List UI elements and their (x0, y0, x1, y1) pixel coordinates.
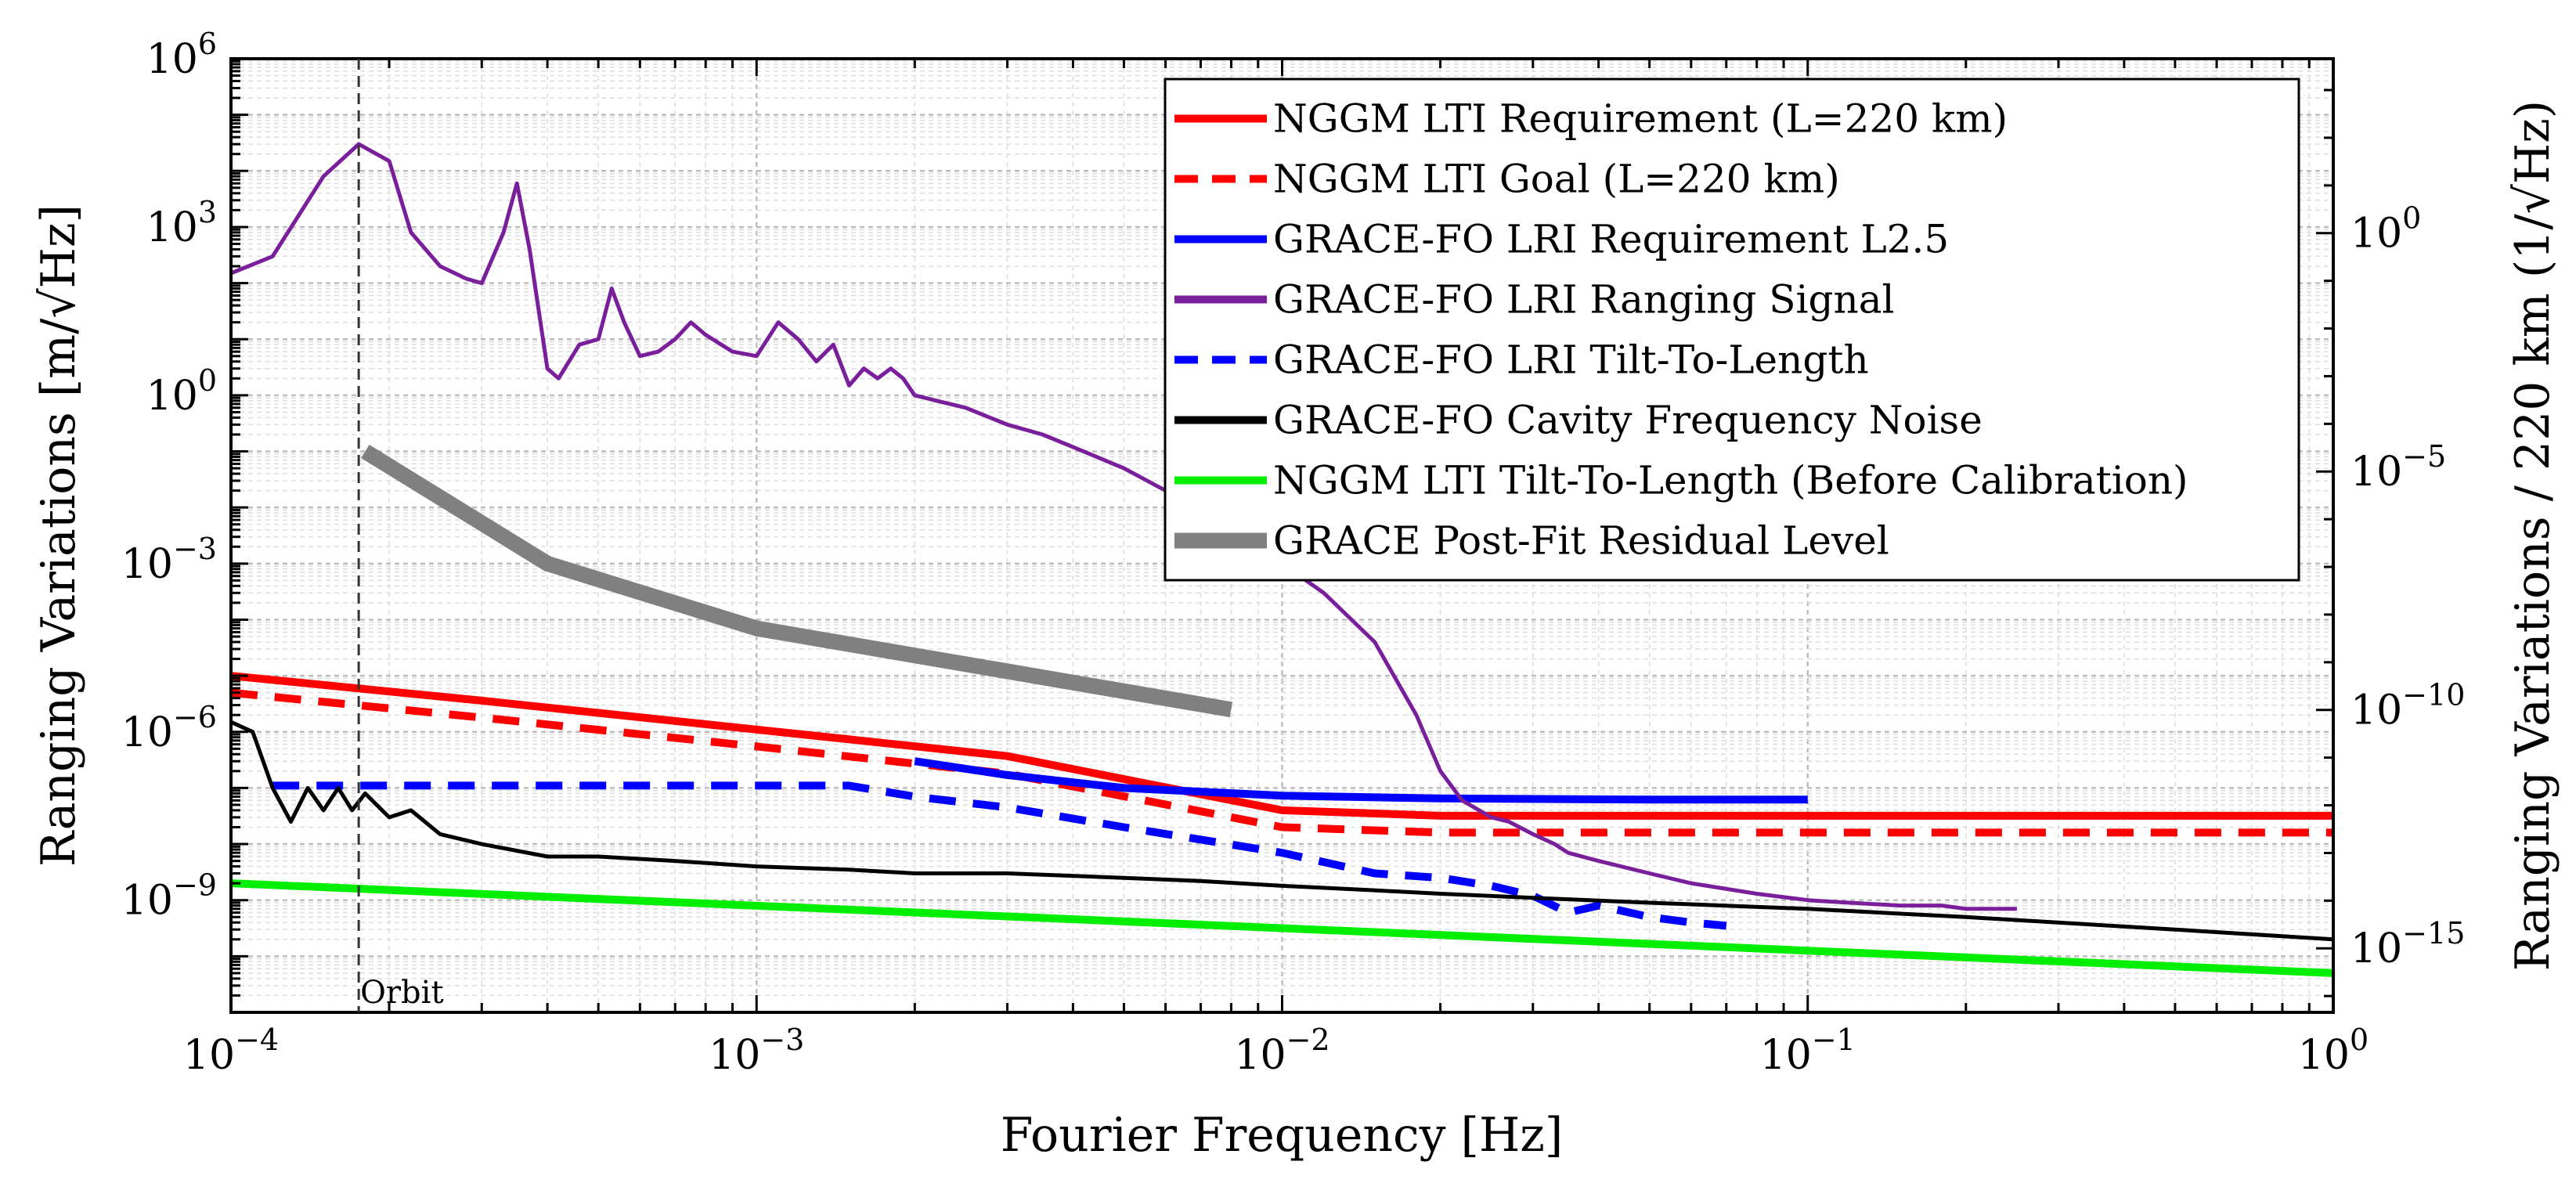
series-line (272, 781, 1727, 930)
y-right-tick-label: 10−5 (2351, 439, 2446, 496)
annotation-layer: Orbit (357, 59, 444, 1012)
tick-labels: 10−4 10−3 10−2 10−1 100 10−9 10−6 10−3 100 103 106… (121, 27, 2466, 1079)
series-line (914, 757, 1808, 804)
legend-label: GRACE Post-Fit Residual Level (1273, 518, 1889, 564)
legend-label: GRACE-FO Cavity Frequency Noise (1273, 398, 1983, 443)
x-tick-label: 100 (2298, 1023, 2369, 1079)
y-tick-label: 103 (146, 195, 217, 251)
legend-label: GRACE-FO LRI Tilt-To-Length (1273, 337, 1869, 383)
y-tick-label: 10−9 (121, 868, 217, 925)
series-line (231, 688, 2333, 837)
y-right-tick-label: 10−10 (2351, 678, 2465, 734)
legend-label: GRACE-FO LRI Ranging Signal (1273, 277, 1895, 323)
series-line (231, 720, 2333, 942)
y-right-tick-label: 10−15 (2351, 916, 2465, 972)
legend-box (1164, 78, 2300, 582)
y-tick-label: 10−3 (121, 532, 217, 588)
y-axis-label: Ranging Variations [m/√Hz] (31, 204, 86, 867)
x-tick-label: 10−3 (709, 1023, 804, 1079)
series-line (361, 444, 1233, 718)
series-layer (231, 142, 2333, 977)
y-axis-right-label: Ranging Variations / 220 km (1/√Hz) (2506, 100, 2560, 971)
legend-label: GRACE-FO LRI Requirement L2.5 (1273, 217, 1949, 262)
series-line (231, 672, 2333, 820)
y-tick-label: 100 (146, 363, 217, 420)
orbit-label: Orbit (360, 975, 443, 1011)
y-tick-label: 10−6 (121, 700, 217, 756)
legend-label: NGGM LTI Goal (L=220 km) (1273, 157, 1840, 202)
x-tick-label: 10−1 (1760, 1023, 1856, 1079)
y-tick-label: 106 (146, 27, 217, 83)
ticks (229, 59, 2333, 1014)
x-tick-label: 10−4 (183, 1023, 279, 1079)
series-line (231, 142, 2017, 911)
legend-label: NGGM LTI Tilt-To-Length (Before Calibrat… (1273, 458, 2188, 503)
legend-label: NGGM LTI Requirement (L=220 km) (1273, 96, 2008, 142)
legend: NGGM LTI Requirement (L=220 km) NGGM LTI … (1164, 78, 2300, 582)
series-line (231, 879, 2333, 977)
x-tick-label: 10−2 (1234, 1023, 1329, 1079)
x-axis-label: Fourier Frequency [Hz] (1001, 1108, 1564, 1163)
y-right-tick-label: 100 (2351, 201, 2421, 258)
